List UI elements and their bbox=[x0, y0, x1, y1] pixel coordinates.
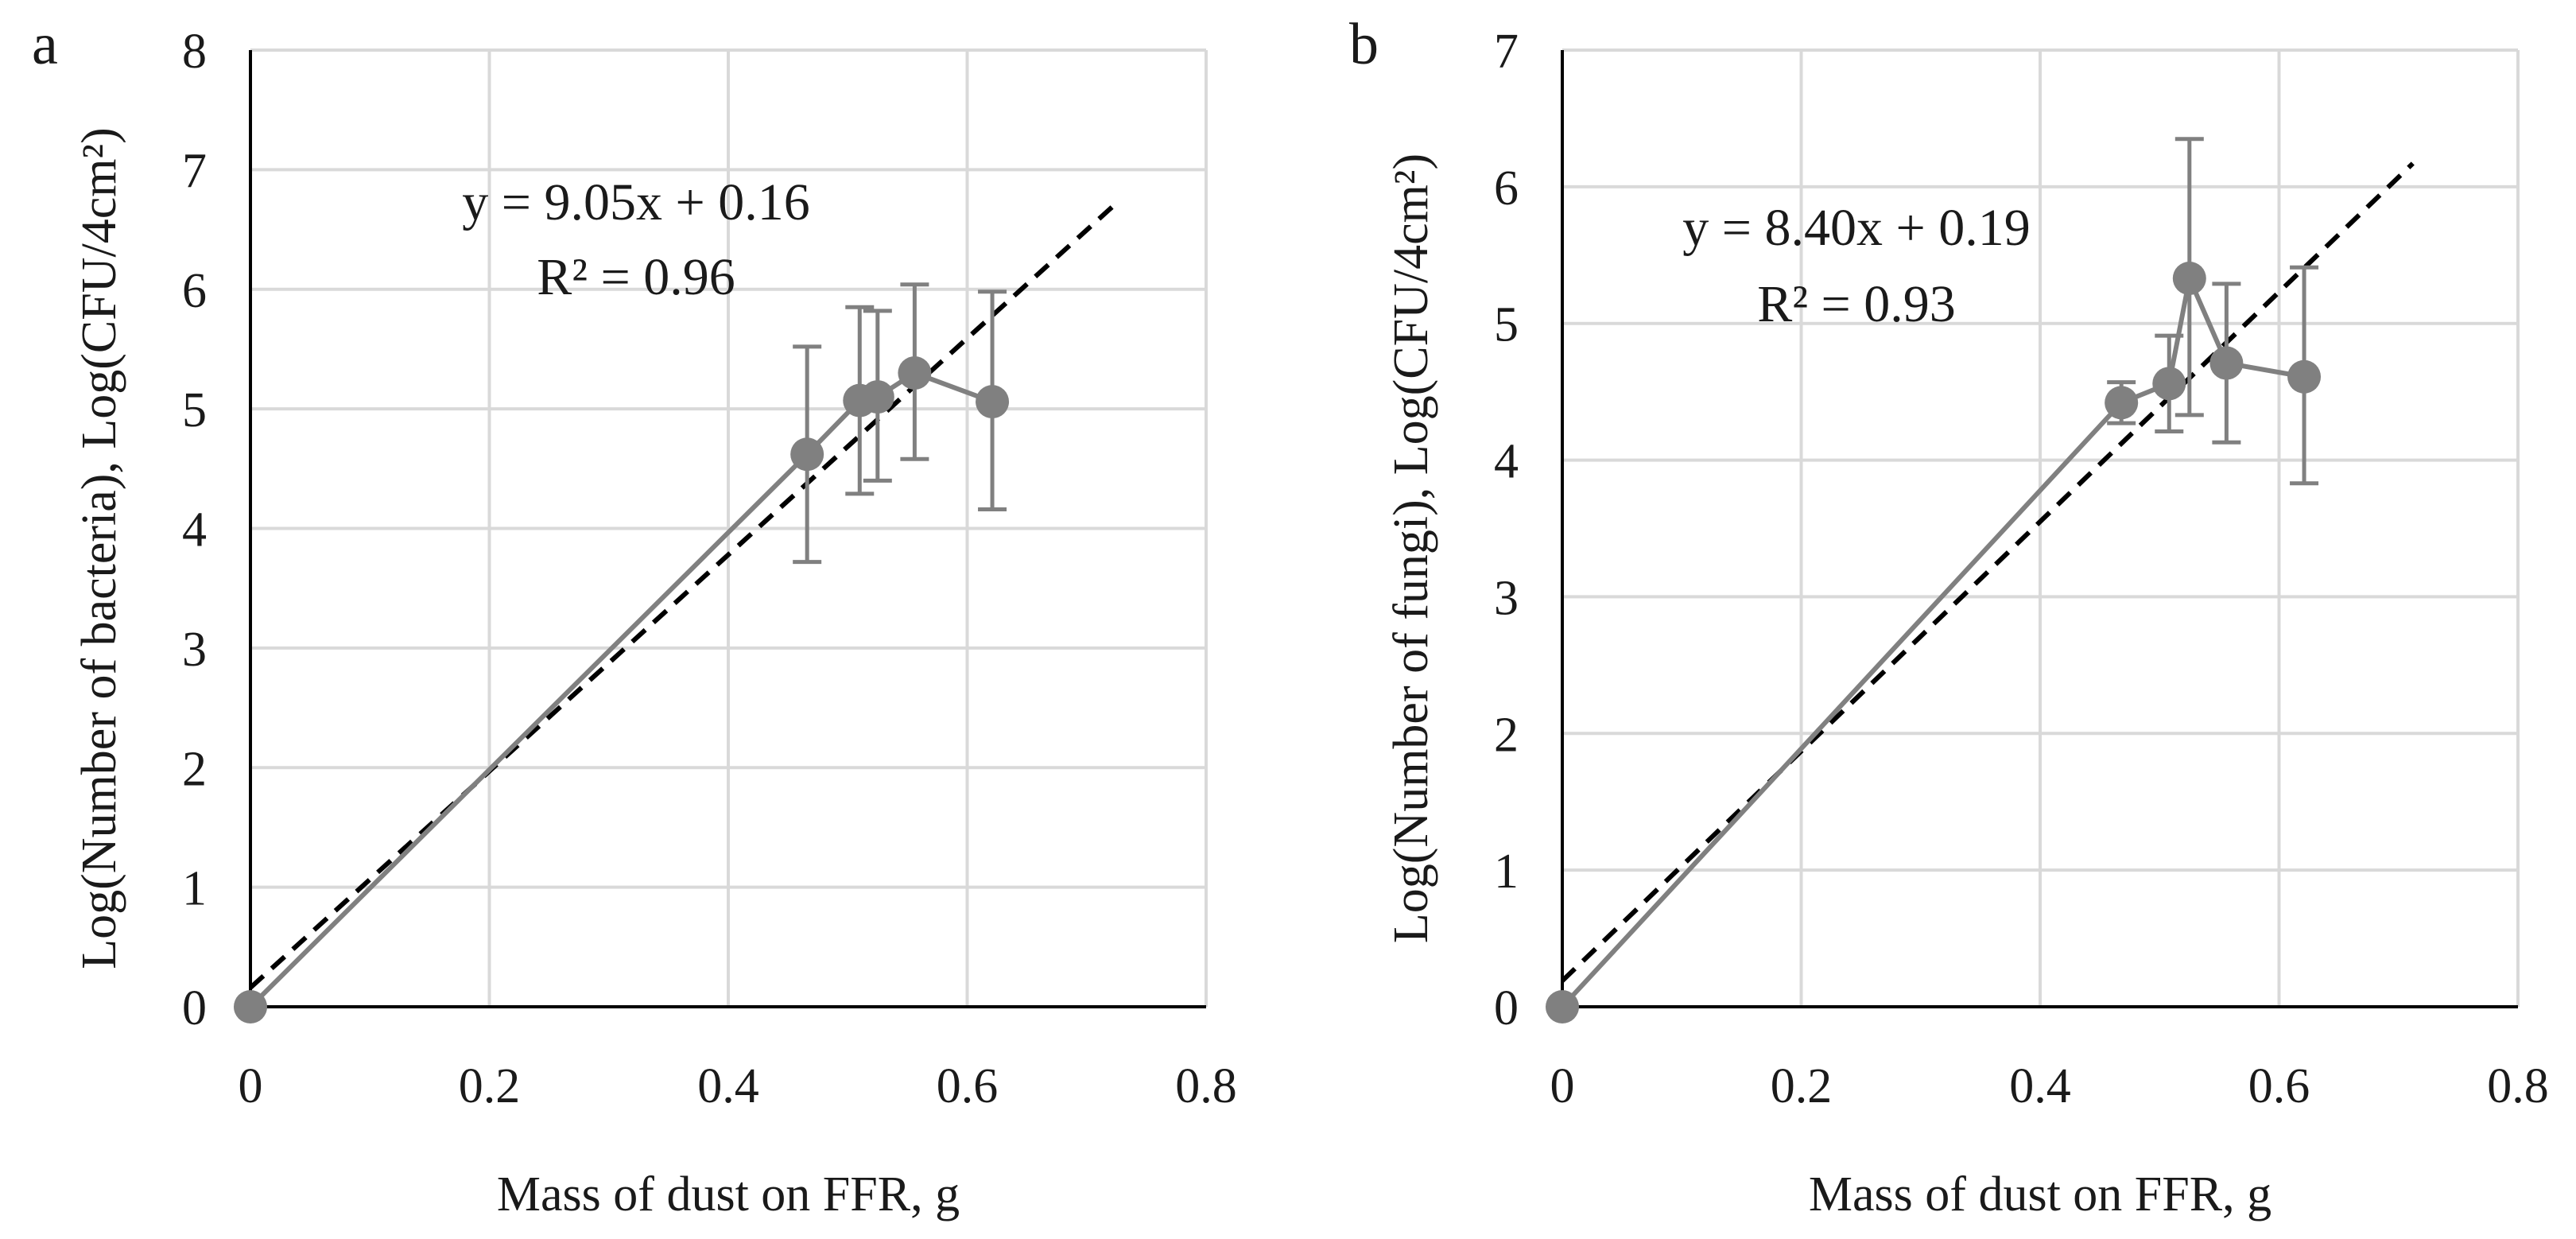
x-tick-label: 0.4 bbox=[697, 1059, 759, 1113]
data-point bbox=[898, 356, 932, 390]
y-axis-title: Log(Number of bacteria), Log(CFU/4cm²) bbox=[72, 127, 126, 969]
series-line-fungi bbox=[1560, 270, 2305, 1009]
data-point bbox=[2287, 359, 2322, 394]
y-tick-label: 0 bbox=[1494, 981, 1519, 1035]
x-tick-label: 0.4 bbox=[2009, 1059, 2071, 1113]
regression-equation: y = 9.05x + 0.16 bbox=[462, 173, 809, 231]
data-point bbox=[976, 385, 1010, 419]
x-tick-label: 0.6 bbox=[2248, 1059, 2310, 1113]
x-tick-label: 0.2 bbox=[1771, 1059, 1833, 1113]
y-tick-label: 6 bbox=[182, 264, 207, 318]
chart-panel-b: 0 0.2 0.4 0.6 0.8 0 1 2 3 4 5 6 7 Mass of dust on FFR… bbox=[1349, 12, 2549, 1222]
r-squared: R² = 0.93 bbox=[1757, 275, 1956, 333]
y-tick-label: 5 bbox=[182, 383, 207, 437]
trendline bbox=[248, 201, 1119, 990]
series-line-bacteria bbox=[248, 370, 994, 1009]
y-tick-label: 5 bbox=[1494, 298, 1519, 352]
y-tick-label: 1 bbox=[1494, 845, 1519, 899]
x-axis-title: Mass of dust on FFR, g bbox=[497, 1167, 960, 1222]
data-point bbox=[2152, 367, 2186, 401]
y-tick-label: 2 bbox=[1494, 708, 1519, 762]
regression-equation: y = 8.40x + 0.19 bbox=[1682, 199, 2030, 257]
x-tick-label: 0.8 bbox=[1175, 1059, 1237, 1113]
x-tick-label: 0 bbox=[239, 1059, 263, 1113]
panel-label: b bbox=[1349, 12, 1379, 77]
panel-label: a bbox=[32, 12, 58, 77]
data-point bbox=[790, 437, 824, 472]
y-tick-label: 7 bbox=[1494, 25, 1519, 79]
r-squared: R² = 0.96 bbox=[537, 248, 735, 306]
y-axis-title: Log(Number of fungi), Log(CFU/4cm²) bbox=[1384, 153, 1438, 943]
y-tick-label: 0 bbox=[182, 981, 207, 1035]
y-tick-label: 4 bbox=[1494, 435, 1519, 489]
x-tick-label: 0.2 bbox=[459, 1059, 521, 1113]
data-point bbox=[2105, 386, 2139, 420]
x-tick-label: 0.8 bbox=[2487, 1059, 2549, 1113]
x-axis-title: Mass of dust on FFR, g bbox=[1809, 1167, 2271, 1222]
x-tick-label: 0 bbox=[1550, 1059, 1575, 1113]
y-tick-label: 8 bbox=[182, 25, 207, 79]
data-point bbox=[860, 380, 894, 414]
data-point bbox=[2209, 346, 2244, 380]
trendline bbox=[1560, 161, 2415, 983]
y-tick-label: 3 bbox=[1494, 571, 1519, 625]
y-tick-label: 7 bbox=[182, 144, 207, 198]
y-tick-label: 2 bbox=[182, 742, 207, 796]
chart-panel-a: 0 0.2 0.4 0.6 0.8 0 1 2 3 4 5 6 7 8 Mass of dust on FF… bbox=[32, 12, 1237, 1222]
y-tick-label: 3 bbox=[182, 623, 207, 677]
y-tick-label: 4 bbox=[182, 503, 207, 557]
y-tick-label: 6 bbox=[1494, 161, 1519, 216]
x-tick-label: 0.6 bbox=[937, 1059, 999, 1113]
data-point bbox=[2172, 262, 2206, 296]
y-tick-label: 1 bbox=[182, 862, 207, 916]
data-point bbox=[234, 990, 267, 1023]
data-point bbox=[1546, 990, 1579, 1023]
